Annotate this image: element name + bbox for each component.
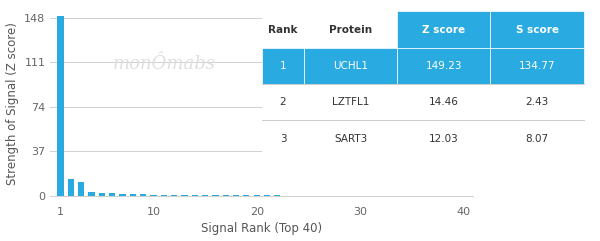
Bar	[202, 195, 208, 196]
Text: 8.07: 8.07	[526, 134, 548, 144]
FancyBboxPatch shape	[490, 48, 584, 84]
Text: UCHL1: UCHL1	[333, 61, 368, 71]
Bar	[130, 194, 136, 196]
Bar	[119, 194, 125, 196]
Bar	[243, 195, 250, 196]
FancyBboxPatch shape	[397, 48, 490, 84]
Text: monÔmabs: monÔmabs	[113, 55, 216, 74]
Bar	[161, 195, 167, 196]
Bar	[171, 195, 177, 196]
Bar	[181, 195, 188, 196]
Text: LZTFL1: LZTFL1	[332, 97, 370, 107]
FancyBboxPatch shape	[397, 120, 490, 157]
Text: 149.23: 149.23	[425, 61, 462, 71]
FancyBboxPatch shape	[262, 12, 304, 48]
Bar	[78, 181, 84, 196]
Bar	[140, 194, 146, 196]
Bar	[58, 16, 64, 196]
Text: 134.77: 134.77	[519, 61, 555, 71]
FancyBboxPatch shape	[490, 120, 584, 157]
FancyBboxPatch shape	[397, 12, 490, 48]
Text: Z score: Z score	[422, 25, 466, 35]
Bar	[274, 195, 280, 196]
Bar	[223, 195, 229, 196]
Bar	[295, 195, 301, 196]
Bar	[68, 179, 74, 196]
FancyBboxPatch shape	[262, 84, 304, 120]
Text: 2.43: 2.43	[526, 97, 548, 107]
Text: 1: 1	[280, 61, 286, 71]
Bar	[109, 193, 115, 196]
Bar	[99, 193, 105, 196]
FancyBboxPatch shape	[304, 12, 397, 48]
Bar	[233, 195, 239, 196]
FancyBboxPatch shape	[490, 84, 584, 120]
FancyBboxPatch shape	[262, 48, 304, 84]
Text: 12.03: 12.03	[429, 134, 459, 144]
FancyBboxPatch shape	[304, 48, 397, 84]
Text: 14.46: 14.46	[429, 97, 459, 107]
Bar	[191, 195, 198, 196]
Bar	[212, 195, 218, 196]
FancyBboxPatch shape	[490, 12, 584, 48]
Text: Rank: Rank	[268, 25, 298, 35]
FancyBboxPatch shape	[262, 120, 304, 157]
Text: S score: S score	[515, 25, 559, 35]
Text: 2: 2	[280, 97, 286, 107]
Text: 3: 3	[280, 134, 286, 144]
Bar	[284, 195, 291, 196]
FancyBboxPatch shape	[304, 84, 397, 120]
FancyBboxPatch shape	[304, 120, 397, 157]
Bar	[254, 195, 260, 196]
FancyBboxPatch shape	[397, 84, 490, 120]
Bar	[264, 195, 270, 196]
Text: SART3: SART3	[334, 134, 367, 144]
X-axis label: Signal Rank (Top 40): Signal Rank (Top 40)	[202, 222, 322, 235]
Bar	[88, 192, 95, 196]
Text: Protein: Protein	[329, 25, 373, 35]
Y-axis label: Strength of Signal (Z score): Strength of Signal (Z score)	[5, 22, 19, 185]
Bar	[151, 195, 157, 196]
